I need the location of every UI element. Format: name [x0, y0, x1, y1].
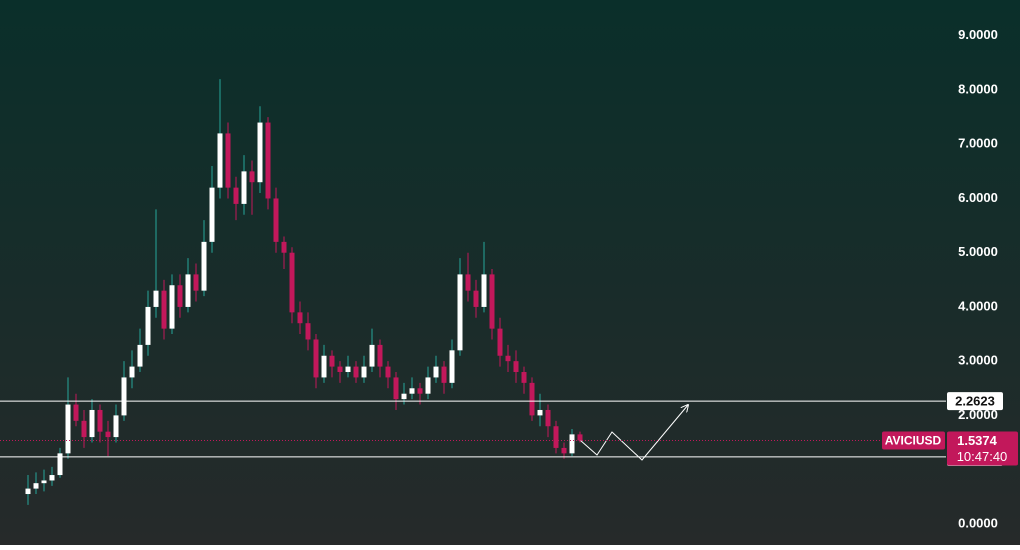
candle-body — [41, 480, 47, 484]
projection-arrow — [579, 405, 688, 461]
y-tick-label: 3.0000 — [958, 353, 998, 368]
candle-body — [401, 393, 407, 400]
candle-body — [369, 344, 375, 367]
y-tick-label: 6.0000 — [958, 190, 998, 205]
candle-body — [513, 361, 519, 373]
candle-body — [321, 355, 327, 378]
candle-body — [185, 274, 191, 307]
level-label-box — [947, 392, 1003, 411]
candle-body — [409, 388, 415, 394]
y-tick-label: 0.0000 — [958, 515, 998, 530]
candle-body — [529, 382, 535, 416]
candle-body — [225, 133, 231, 188]
candle-body — [161, 290, 167, 329]
candle-body — [553, 426, 559, 448]
y-tick-label: 4.0000 — [958, 298, 998, 313]
candle-body — [257, 122, 263, 183]
candle-body — [265, 122, 271, 199]
candle-body — [49, 475, 55, 481]
last-price-box — [947, 431, 1018, 466]
candle-body — [305, 323, 311, 340]
candle-body — [201, 241, 207, 291]
candle-body — [177, 285, 183, 307]
candle-body — [441, 366, 447, 383]
candle-body — [577, 434, 583, 441]
candle-body — [105, 431, 111, 438]
candle-body — [545, 409, 551, 427]
candle-body — [385, 366, 391, 378]
last-price-label: 1.5374 — [957, 433, 998, 448]
candle-body — [81, 420, 87, 438]
symbol-label: AVICIUSD — [885, 434, 942, 448]
candle-body — [393, 377, 399, 400]
candle-body — [313, 339, 319, 378]
candle-body — [329, 355, 335, 367]
candle-body — [25, 488, 31, 495]
candle-body — [425, 377, 431, 394]
candle-body — [465, 274, 471, 291]
y-tick-label: 9.0000 — [958, 27, 998, 42]
candle-body — [569, 434, 575, 454]
candle-body — [537, 409, 543, 416]
candle-body — [233, 187, 239, 204]
candle-body — [497, 328, 503, 356]
candle-body — [361, 366, 367, 378]
candle-body — [145, 306, 151, 345]
countdown-label: 10:47:40 — [957, 449, 1008, 464]
candle-body — [345, 366, 351, 373]
candle-body — [121, 377, 127, 416]
candle-body — [129, 366, 135, 378]
candle-body — [57, 453, 63, 476]
candle-body — [297, 312, 303, 324]
candle-body — [489, 274, 495, 329]
candle-body — [217, 133, 223, 188]
level-label: 2.2623 — [955, 394, 995, 409]
candle-body — [521, 372, 527, 383]
y-tick-label: 5.0000 — [958, 244, 998, 259]
candle-body — [73, 404, 79, 421]
candle-body — [473, 290, 479, 307]
y-tick-label: 7.0000 — [958, 136, 998, 151]
candle-body — [249, 171, 255, 183]
candle-body — [241, 171, 247, 204]
candle-body — [353, 366, 359, 378]
candle-body — [273, 198, 279, 242]
candle-body — [337, 366, 343, 373]
candle-body — [281, 241, 287, 253]
y-tick-label: 8.0000 — [958, 81, 998, 96]
candle-body — [457, 274, 463, 351]
candle-body — [33, 483, 39, 489]
candle-body — [481, 274, 487, 307]
candle-body — [561, 447, 567, 454]
candle-body — [209, 187, 215, 242]
symbol-box — [882, 431, 945, 450]
y-tick-label: 2.0000 — [958, 407, 998, 422]
candle-body — [417, 388, 423, 394]
candle-body — [89, 409, 95, 438]
candle-body — [377, 344, 383, 367]
candle-body — [97, 409, 103, 432]
candle-body — [193, 274, 199, 291]
candle-body — [449, 350, 455, 383]
candle-body — [137, 344, 143, 367]
candle-body — [169, 285, 175, 329]
candle-body — [433, 366, 439, 378]
candle-body — [65, 404, 71, 454]
candle-body — [113, 415, 119, 438]
candle-body — [153, 290, 159, 307]
candle-body — [289, 252, 295, 313]
candle-body — [505, 355, 511, 362]
